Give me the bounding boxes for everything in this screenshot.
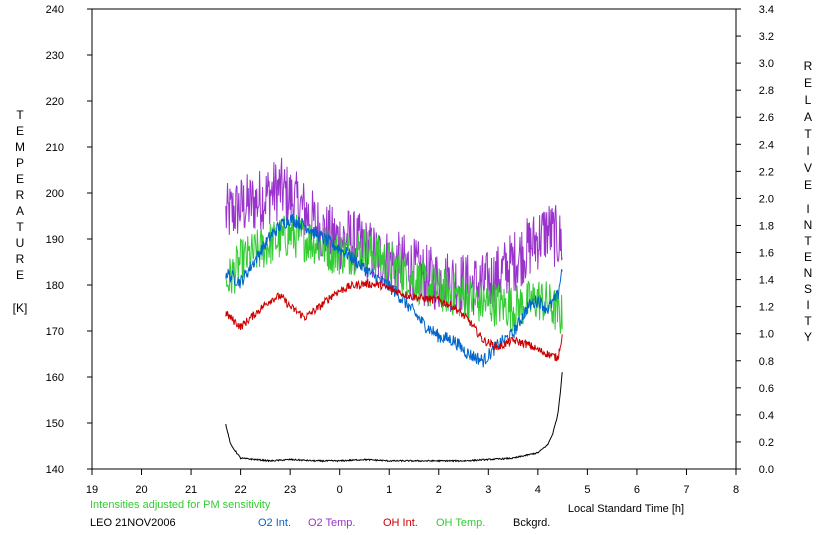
left-axis-letter: T <box>16 108 24 122</box>
series-line-o2-int <box>225 214 563 368</box>
series-layer <box>225 157 563 463</box>
legend-oh-temp: OH Temp. <box>436 517 485 529</box>
left-tick-label: 180 <box>46 280 64 292</box>
right-axis-letter: S <box>804 282 812 296</box>
x-tick-label: 20 <box>135 484 147 496</box>
left-axis-letter: U <box>16 236 25 250</box>
right-axis-ticks: 0.0 0.2 0.4 0.6 0.8 1.0 1.2 1.4 1.6 1.8 2.0 2.2 2.4 2… <box>736 4 774 476</box>
x-tick-label: 0 <box>337 484 343 496</box>
sensitivity-note: Intensities adjusted for PM sensitivity <box>90 499 271 511</box>
right-tick-label: 0.2 <box>759 437 774 449</box>
right-tick-label: 3.0 <box>759 58 774 70</box>
left-tick-label: 240 <box>46 4 64 16</box>
right-axis-letter: V <box>804 161 812 175</box>
right-axis-letter: L <box>805 93 812 107</box>
site-date: LEO 21NOV2006 <box>90 517 176 529</box>
series-line-bckgrd <box>225 372 563 463</box>
x-axis-label: Local Standard Time [h] <box>568 503 684 515</box>
left-tick-label: 190 <box>46 234 64 246</box>
right-axis-letter: E <box>804 76 812 90</box>
legend-oh-int: OH Int. <box>383 517 418 529</box>
left-axis-letter: R <box>16 188 25 202</box>
right-tick-label: 0.8 <box>759 356 774 368</box>
left-axis-letter: T <box>16 220 24 234</box>
right-tick-label: 1.8 <box>759 220 774 232</box>
legend-o2-int: O2 Int. <box>258 517 291 529</box>
x-tick-label: 2 <box>436 484 442 496</box>
x-tick-label: 22 <box>234 484 246 496</box>
left-tick-label: 210 <box>46 142 64 154</box>
left-axis-letter: E <box>16 268 24 282</box>
series-line-oh-int <box>225 278 563 362</box>
x-tick-label: 5 <box>584 484 590 496</box>
x-tick-label: 23 <box>284 484 296 496</box>
x-tick-label: 8 <box>733 484 739 496</box>
right-tick-label: 2.0 <box>759 193 774 205</box>
right-tick-label: 2.6 <box>759 112 774 124</box>
x-tick-label: 21 <box>185 484 197 496</box>
left-axis-letter: E <box>16 172 24 186</box>
right-tick-label: 0.4 <box>759 410 774 422</box>
right-axis-letter: T <box>804 127 812 141</box>
right-axis-letter: I <box>806 202 809 216</box>
x-tick-label: 7 <box>683 484 689 496</box>
right-axis-letter: A <box>804 110 812 124</box>
left-tick-label: 230 <box>46 50 64 62</box>
right-axis-letter: Y <box>804 330 812 344</box>
left-tick-label: 140 <box>46 464 64 476</box>
right-tick-label: 3.2 <box>759 31 774 43</box>
x-tick-label: 3 <box>485 484 491 496</box>
left-axis-letter: A <box>16 204 24 218</box>
right-tick-label: 1.0 <box>759 329 774 341</box>
right-axis-letter: I <box>806 144 809 158</box>
x-tick-label: 6 <box>634 484 640 496</box>
right-axis-letter: R <box>804 59 813 73</box>
right-tick-label: 0.6 <box>759 383 774 395</box>
right-tick-label: 3.4 <box>759 4 774 16</box>
series-line-o2-temp <box>225 157 563 316</box>
legend-bckgrd: Bckgrd. <box>513 517 550 529</box>
left-axis-unit: [K] <box>13 301 28 315</box>
x-tick-label: 4 <box>535 484 541 496</box>
left-tick-label: 200 <box>46 188 64 200</box>
right-tick-label: 2.4 <box>759 139 774 151</box>
right-axis-letter: N <box>804 218 813 232</box>
x-axis-ticks: 19 20 21 22 23 0 1 2 3 4 5 6 7 8 <box>86 469 739 496</box>
right-tick-label: 0.0 <box>759 464 774 476</box>
right-tick-label: 1.2 <box>759 302 774 314</box>
left-axis-letter: M <box>15 140 25 154</box>
right-tick-label: 2.8 <box>759 85 774 97</box>
right-axis-letter: I <box>806 298 809 312</box>
x-tick-label: 1 <box>386 484 392 496</box>
right-axis-letter: T <box>804 234 812 248</box>
left-axis-letter: R <box>16 252 25 266</box>
series-line-oh-temp <box>225 214 563 334</box>
left-tick-label: 160 <box>46 372 64 384</box>
x-tick-label: 19 <box>86 484 98 496</box>
right-tick-label: 1.6 <box>759 248 774 260</box>
right-axis-letter: T <box>804 314 812 328</box>
left-axis-letter: P <box>16 156 24 170</box>
left-axis-letter: E <box>16 124 24 138</box>
left-tick-label: 170 <box>46 326 64 338</box>
legend-o2-temp: O2 Temp. <box>308 517 356 529</box>
right-axis-letter: E <box>804 250 812 264</box>
left-tick-label: 220 <box>46 96 64 108</box>
right-axis-letter: E <box>804 178 812 192</box>
left-tick-label: 150 <box>46 418 64 430</box>
right-tick-label: 2.2 <box>759 166 774 178</box>
right-axis-letter: N <box>804 266 813 280</box>
left-axis-ticks: 140 150 160 170 180 190 200 210 220 230 240 <box>46 4 92 476</box>
right-tick-label: 1.4 <box>759 275 774 287</box>
